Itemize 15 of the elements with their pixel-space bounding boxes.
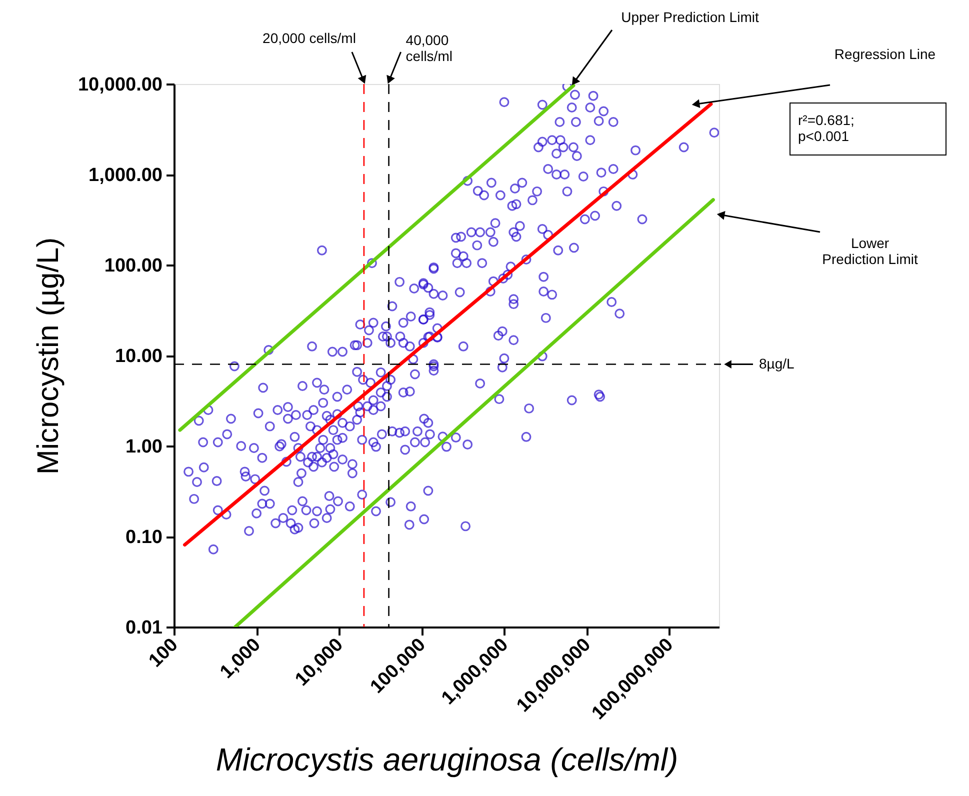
y-tick-label: 1,000.00 — [88, 165, 162, 186]
x-axis-title: Microcystis aeruginosa (cells/ml) — [216, 741, 678, 778]
text: Regression Line — [834, 46, 936, 62]
ref-line-label: 8µg/L — [759, 355, 795, 372]
text: r²=0.681; p<0.001 — [798, 112, 854, 144]
y-tick-label: 0.10 — [126, 527, 162, 548]
ref-line-label: 20,000 cells/ml — [262, 30, 356, 46]
y-axis-title: Microcystin (µg/L) — [32, 237, 65, 475]
ref-line-label: 40,000 cells/ml — [406, 32, 452, 64]
text: Lower Prediction Limit — [822, 235, 918, 267]
y-tick-label: 100.00 — [104, 256, 162, 276]
y-tick-label: 10,000.00 — [78, 74, 162, 96]
text: Upper Prediction Limit — [621, 9, 759, 25]
y-tick-label: 1.00 — [126, 436, 162, 458]
y-tick-label: 10.00 — [114, 346, 162, 367]
